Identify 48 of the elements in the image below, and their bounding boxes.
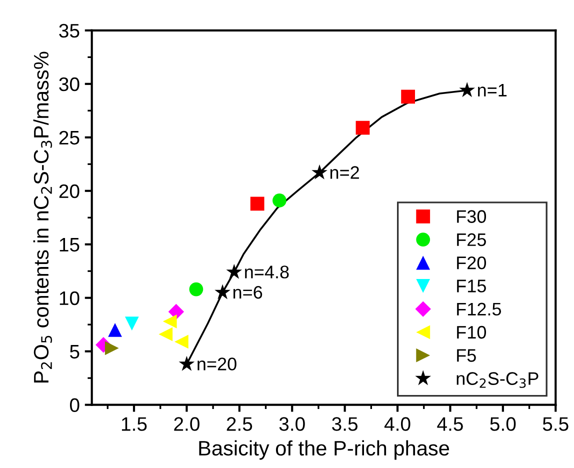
point	[272, 194, 286, 208]
legend-label: F20	[457, 256, 486, 270]
legend-label: F12.5	[457, 302, 502, 316]
x-tick-label: 2.5	[226, 417, 252, 431]
y-tick-label: 20	[59, 184, 80, 198]
text: P$_{2}$O$_{5}$ contents in nC$_{2}$S-C$_{3}$P/mass%	[33, 52, 52, 382]
legend-label: nC$_{2}$S-C$_{3}$P	[456, 372, 538, 388]
point	[178, 356, 195, 371]
point	[158, 327, 173, 342]
y-tick-label: 25	[59, 130, 80, 145]
point	[459, 82, 476, 98]
annotation: n=1	[478, 84, 507, 96]
y-tick-label: 5	[70, 345, 80, 359]
y-tick-label: 0	[70, 398, 80, 412]
annotation: n=20	[198, 358, 236, 370]
legend-label: F10	[457, 326, 486, 339]
legend-label: F30	[457, 210, 486, 223]
x-tick-label: 3.0	[279, 417, 305, 431]
point	[214, 284, 230, 300]
y-tick-label: 15	[60, 238, 80, 252]
point	[312, 164, 328, 180]
legend-label: F25	[457, 233, 486, 246]
point	[108, 322, 122, 337]
y-tick-label: 10	[60, 291, 80, 306]
point	[162, 314, 177, 328]
annotation: n=6	[233, 286, 262, 299]
legend-label: F15	[457, 280, 486, 292]
x-tick-label: 5.5	[542, 417, 568, 431]
legend-label: F5	[457, 349, 476, 362]
y-tick-label: 35	[59, 24, 80, 38]
point	[104, 341, 119, 356]
annotation: n=4.8	[245, 266, 289, 278]
x-tick-label: 1.5	[122, 417, 147, 431]
x-axis-title: Basicity of the P-rich phase	[199, 440, 450, 460]
annotation: n=2	[330, 166, 359, 179]
x-tick-label: 2.0	[174, 417, 200, 431]
x-tick-label: 4.5	[437, 417, 463, 431]
point	[356, 120, 370, 135]
point	[124, 316, 139, 330]
x-tick-label: 3.5	[332, 417, 358, 431]
point	[401, 90, 416, 104]
point	[226, 264, 242, 279]
point	[250, 196, 264, 211]
point	[189, 282, 204, 296]
x-tick-label: 4.0	[384, 417, 410, 431]
x-tick-label: 5.0	[490, 417, 516, 431]
point	[174, 334, 188, 349]
y-tick-label: 30	[59, 77, 80, 92]
